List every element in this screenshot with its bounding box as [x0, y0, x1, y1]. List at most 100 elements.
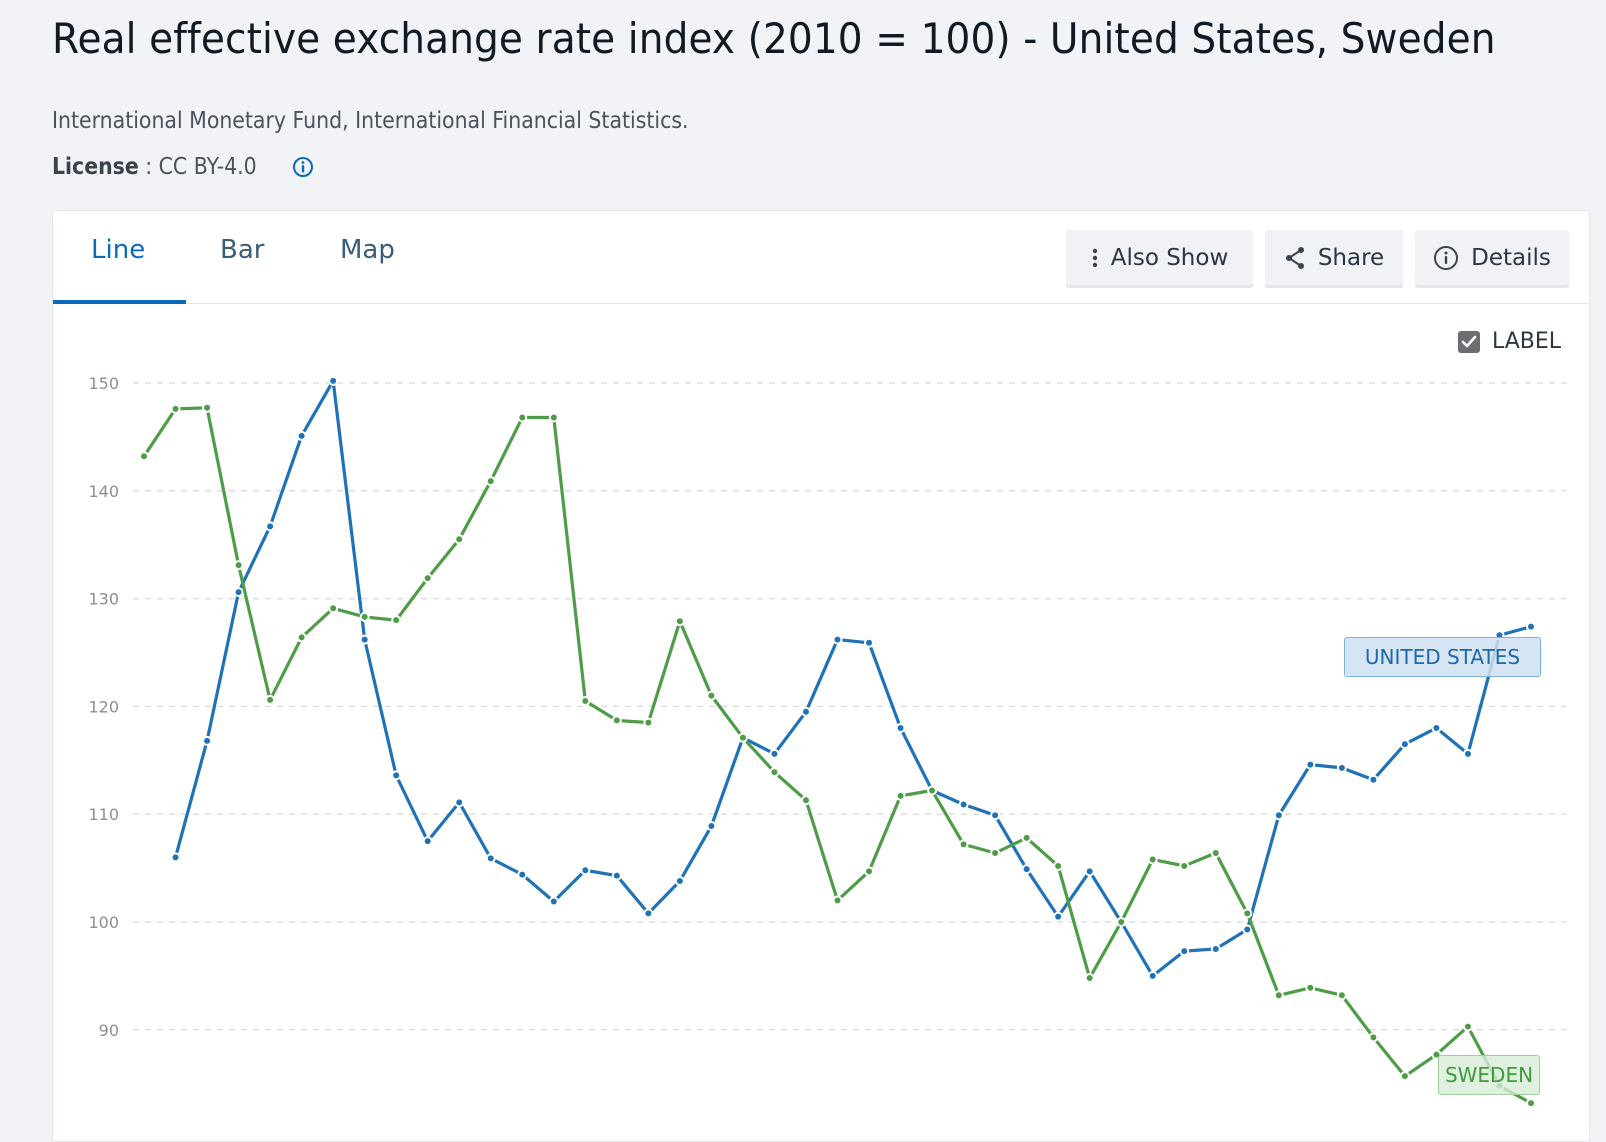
data-point[interactable] [1086, 975, 1093, 982]
data-point[interactable] [645, 910, 652, 917]
data-point[interactable] [1149, 972, 1156, 979]
data-point[interactable] [1212, 945, 1219, 952]
data-point[interactable] [1023, 866, 1030, 873]
label-checkbox[interactable] [1458, 330, 1480, 353]
data-point[interactable] [897, 792, 904, 799]
data-point[interactable] [1370, 1034, 1377, 1041]
data-point[interactable] [866, 868, 873, 875]
data-point[interactable] [1496, 632, 1503, 639]
data-point[interactable] [1401, 741, 1408, 748]
data-point[interactable] [929, 787, 936, 794]
data-point[interactable] [424, 838, 431, 845]
data-point[interactable] [267, 696, 274, 703]
data-point[interactable] [802, 708, 809, 715]
data-point[interactable] [834, 636, 841, 643]
label-toggle[interactable]: LABEL [1458, 329, 1561, 354]
series-line-segment [364, 615, 397, 622]
data-point[interactable] [1023, 834, 1030, 841]
data-point[interactable] [802, 797, 809, 804]
data-point[interactable] [519, 871, 526, 878]
series-line-segment [931, 789, 965, 806]
data-point[interactable] [424, 575, 431, 582]
data-point[interactable] [550, 414, 557, 421]
data-point[interactable] [1275, 812, 1282, 819]
data-point[interactable] [456, 536, 463, 543]
data-point[interactable] [330, 605, 337, 612]
data-point[interactable] [204, 404, 211, 411]
data-point[interactable] [1433, 1051, 1440, 1058]
data-point[interactable] [1086, 868, 1093, 875]
data-point[interactable] [1244, 910, 1251, 917]
data-point[interactable] [1401, 1073, 1408, 1080]
data-point[interactable] [141, 453, 147, 460]
page-title: Real effective exchange rate index (2010… [52, 14, 1496, 63]
data-point[interactable] [866, 639, 873, 646]
data-point[interactable] [897, 724, 904, 731]
data-point[interactable] [1118, 919, 1125, 925]
data-point[interactable] [298, 634, 305, 641]
data-point[interactable] [582, 867, 589, 874]
tab-line[interactable]: Line [91, 235, 146, 265]
data-point[interactable] [1307, 984, 1314, 991]
data-point[interactable] [960, 801, 967, 808]
data-point[interactable] [393, 617, 400, 624]
data-point[interactable] [235, 562, 242, 569]
data-point[interactable] [550, 898, 557, 905]
data-point[interactable] [1149, 856, 1156, 863]
data-point[interactable] [1244, 926, 1251, 933]
data-point[interactable] [834, 897, 841, 904]
data-point[interactable] [1181, 862, 1188, 869]
data-point[interactable] [1181, 948, 1188, 955]
data-point[interactable] [393, 772, 400, 779]
tab-map[interactable]: Map [340, 235, 395, 265]
data-point[interactable] [771, 750, 778, 757]
data-point[interactable] [487, 855, 494, 862]
data-point[interactable] [1055, 862, 1062, 869]
data-point[interactable] [361, 636, 368, 643]
data-point[interactable] [519, 414, 526, 421]
data-point[interactable] [1528, 623, 1534, 630]
data-point[interactable] [645, 719, 652, 726]
data-point[interactable] [456, 799, 463, 806]
data-point[interactable] [771, 769, 778, 776]
also-show-button[interactable]: Also Show [1066, 230, 1253, 285]
tab-bar-chart[interactable]: Bar [220, 235, 265, 265]
data-point[interactable] [992, 812, 999, 819]
data-point[interactable] [172, 405, 179, 412]
series-line-segment [616, 718, 649, 725]
data-point[interactable] [960, 841, 967, 848]
data-point[interactable] [172, 854, 179, 861]
data-point[interactable] [1433, 724, 1440, 731]
data-point[interactable] [1212, 850, 1219, 857]
data-point[interactable] [1464, 1023, 1471, 1030]
data-point[interactable] [739, 734, 746, 741]
data-point[interactable] [676, 618, 683, 625]
data-point[interactable] [1528, 1100, 1534, 1107]
data-point[interactable] [204, 737, 211, 744]
data-point[interactable] [1464, 750, 1471, 757]
data-point[interactable] [582, 698, 589, 705]
details-button[interactable]: Details [1415, 230, 1569, 285]
data-point[interactable] [676, 878, 683, 885]
data-point[interactable] [235, 589, 242, 596]
data-point[interactable] [708, 823, 715, 830]
data-point[interactable] [1307, 761, 1314, 768]
data-point[interactable] [267, 523, 274, 530]
data-point[interactable] [1370, 776, 1377, 783]
series-line-segment [1025, 868, 1060, 918]
data-point[interactable] [1338, 764, 1345, 771]
data-point[interactable] [1055, 913, 1062, 920]
data-point[interactable] [361, 613, 368, 620]
data-point[interactable] [487, 478, 494, 485]
data-point[interactable] [708, 692, 715, 699]
data-point[interactable] [992, 850, 999, 857]
series-line-segment [1341, 766, 1374, 782]
info-icon[interactable] [292, 156, 314, 178]
data-point[interactable] [330, 377, 337, 384]
data-point[interactable] [1275, 992, 1282, 999]
data-point[interactable] [1338, 992, 1345, 999]
data-point[interactable] [298, 432, 305, 439]
share-button[interactable]: Share [1265, 230, 1403, 285]
data-point[interactable] [613, 717, 620, 724]
data-point[interactable] [613, 872, 620, 879]
